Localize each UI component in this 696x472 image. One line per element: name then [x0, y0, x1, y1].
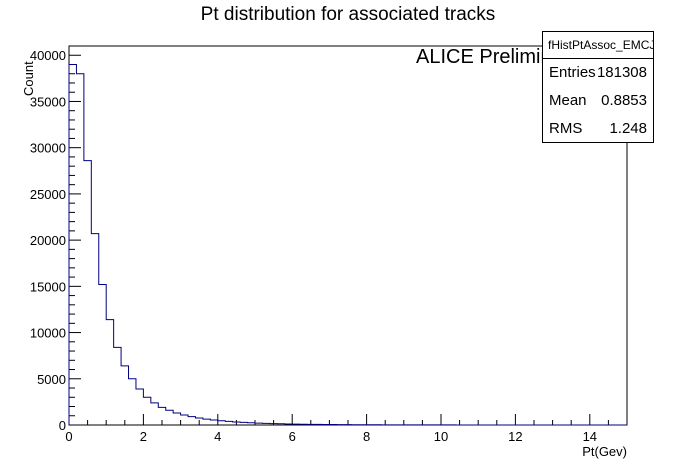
histogram-bin	[166, 410, 173, 425]
stats-mean-value: 0.8853	[601, 92, 647, 109]
y-tick-label: 35000	[30, 94, 66, 109]
x-tick-label: 6	[289, 429, 296, 444]
stats-entries-value: 181308	[596, 64, 647, 81]
histogram-line	[68, 63, 628, 426]
histogram-bin	[121, 366, 128, 425]
y-tick-label: 30000	[30, 141, 66, 156]
y-tick-label: 25000	[30, 187, 66, 202]
stats-rms-label: RMS	[549, 120, 583, 137]
x-tick-label: 4	[214, 429, 221, 444]
chart-title: Pt distribution for associated tracks	[200, 4, 496, 25]
histogram-bin	[225, 421, 232, 425]
histogram-bin	[143, 397, 150, 425]
histogram-bin	[203, 419, 210, 425]
x-tick-label: 0	[65, 429, 72, 444]
y-tick-label: 40000	[30, 48, 66, 63]
y-axis-label: Count	[21, 61, 36, 96]
histogram-bin	[76, 74, 83, 425]
histogram-bin	[106, 320, 113, 425]
histogram-bin	[136, 389, 143, 425]
y-tick-label: 10000	[30, 326, 66, 341]
stats-mean-label: Mean	[549, 92, 587, 109]
stats-histogram-name: fHistPtAssoc_EMCJet	[543, 32, 653, 59]
histogram-bin	[69, 64, 76, 425]
stats-entries-label: Entries	[549, 64, 596, 81]
y-tick-label: 0	[59, 418, 66, 433]
stats-row-rms: RMS 1.248	[543, 115, 653, 143]
annotation-alice-preliminary: ALICE Preliminary	[416, 46, 580, 68]
x-axis-label: Pt(Gev)	[582, 444, 627, 459]
y-tick-label: 15000	[30, 279, 66, 294]
histogram-bin	[188, 417, 195, 425]
axis-ticks: 0 2 4 6 8 10 12 14 0 5000 10000 15000 20000 25000 3000…	[30, 45, 628, 444]
histogram-bin	[210, 420, 217, 425]
histogram-bin	[84, 161, 91, 425]
stats-box: fHistPtAssoc_EMCJet Entries 181308 Mean …	[542, 31, 654, 143]
y-tick-label: 20000	[30, 233, 66, 248]
histogram-bin	[114, 347, 121, 425]
stats-row-entries: Entries 181308	[543, 59, 653, 87]
histogram-bin	[151, 403, 158, 425]
x-tick-label: 10	[434, 429, 448, 444]
stats-row-mean: Mean 0.8853	[543, 87, 653, 115]
histogram-bin	[129, 379, 136, 425]
stats-rms-value: 1.248	[609, 120, 647, 137]
x-tick-label: 14	[583, 429, 597, 444]
histogram-bin	[218, 421, 225, 425]
histogram-bin	[91, 234, 98, 425]
histogram-bin	[99, 284, 106, 425]
x-tick-label: 8	[363, 429, 370, 444]
histogram-bin	[173, 413, 180, 425]
y-tick-label: 5000	[37, 372, 66, 387]
x-tick-label: 12	[508, 429, 522, 444]
x-tick-label: 2	[140, 429, 147, 444]
histogram-bin	[181, 415, 188, 425]
